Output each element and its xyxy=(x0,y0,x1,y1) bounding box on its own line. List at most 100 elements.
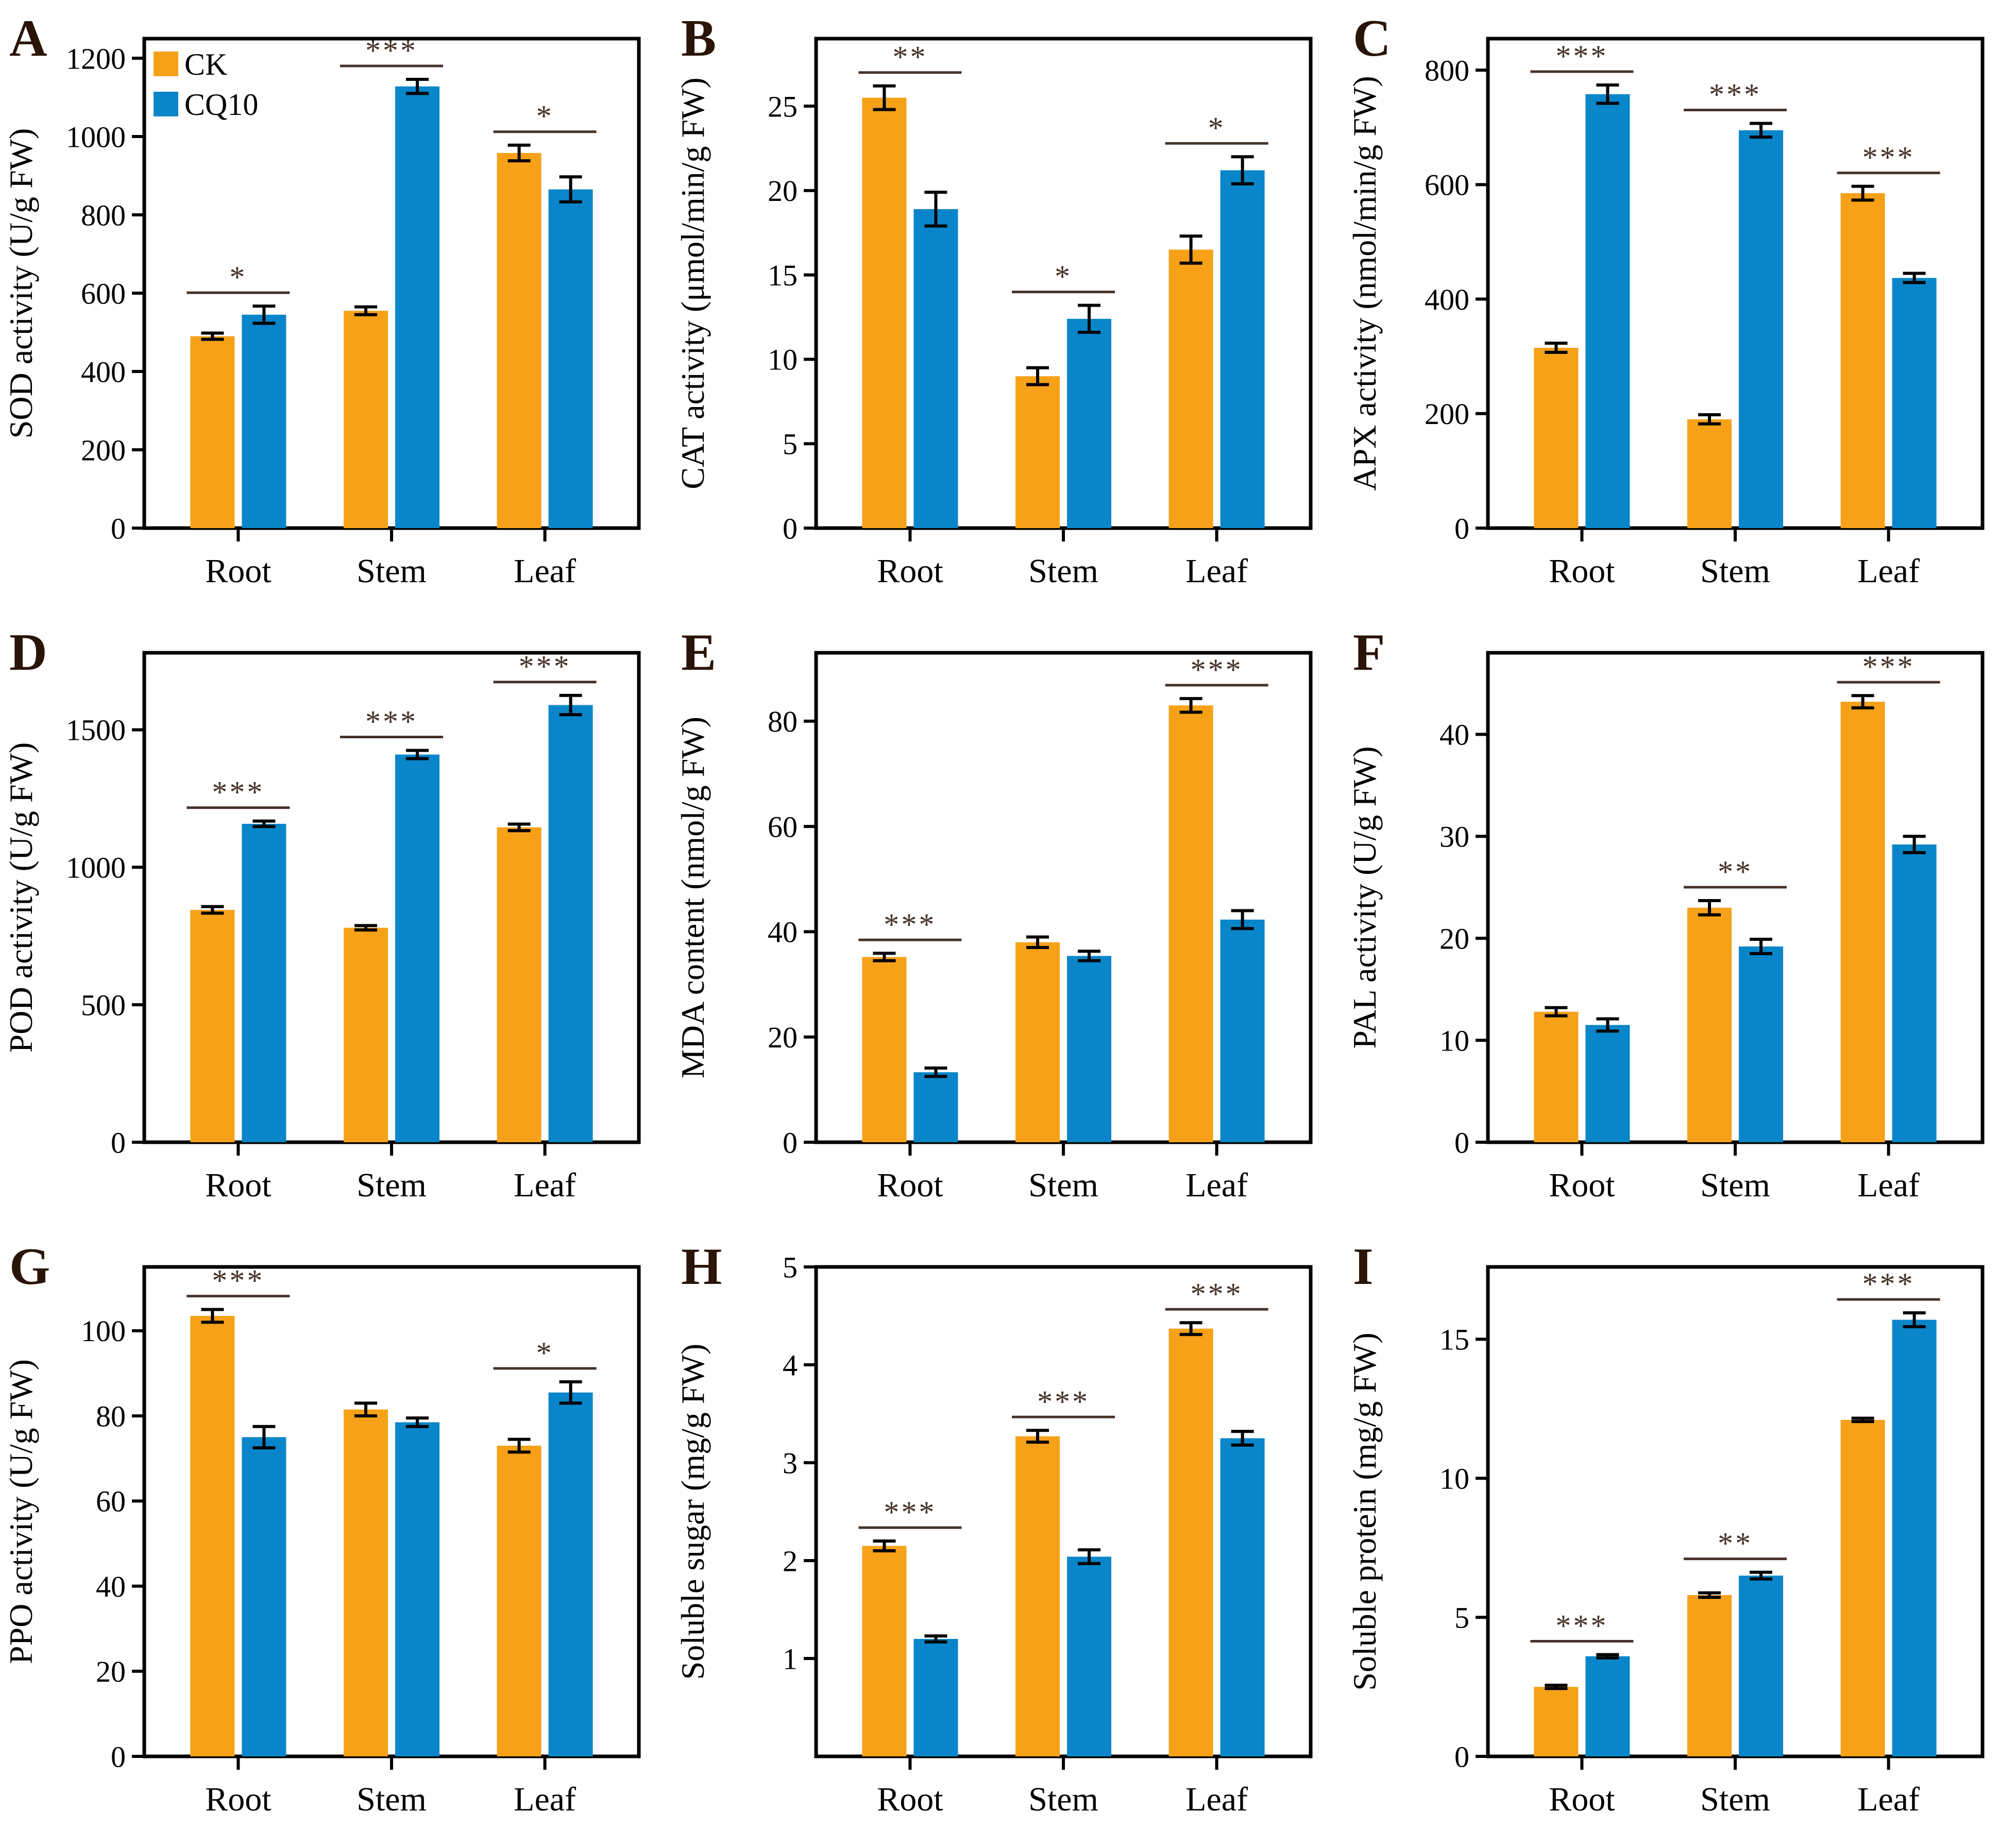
panel-letter: B xyxy=(681,9,716,67)
legend-swatch-cq10 xyxy=(154,92,178,116)
sig-stars-root: *** xyxy=(1555,1609,1608,1643)
sig-stars-leaf: * xyxy=(1208,111,1226,145)
bar-ck-stem xyxy=(1015,376,1060,528)
sig-stars-leaf: *** xyxy=(519,650,571,684)
y-tick-label: 100 xyxy=(81,1314,126,1348)
x-tick-label-stem: Stem xyxy=(1028,552,1098,590)
bar-cq10-stem xyxy=(1067,318,1111,528)
error-bar-ck-stem xyxy=(1026,366,1049,386)
group-root: Root *** xyxy=(1530,39,1634,590)
bar-ck-root xyxy=(862,957,907,1142)
group-leaf: Leaf *** xyxy=(1165,653,1268,1204)
error-bar-cq10-stem xyxy=(1078,950,1100,962)
bar-cq10-stem xyxy=(1739,1576,1783,1756)
error-bar-ck-leaf xyxy=(507,143,531,163)
group-stem: Stem * xyxy=(1012,260,1115,590)
y-tick-label: 20 xyxy=(768,1021,798,1054)
legend-swatch-ck xyxy=(154,52,178,76)
error-bar-cq10-stem xyxy=(406,1416,429,1428)
bar-ck-root xyxy=(1534,1011,1579,1142)
y-tick-label: 1500 xyxy=(66,714,126,747)
panel-I: I Soluble protein (mg/g FW) 0 5 10 15 Root *** S… xyxy=(1344,1228,2015,1842)
error-bar-ck-leaf xyxy=(1179,234,1202,265)
error-bar-cq10-root xyxy=(924,1634,947,1644)
group-leaf: Leaf *** xyxy=(1837,141,1940,590)
error-bar-ck-root xyxy=(201,331,224,341)
bar-ck-root xyxy=(862,97,907,529)
y-tick-label: 15 xyxy=(1439,1323,1469,1357)
bar-ck-stem xyxy=(1687,1595,1732,1756)
error-bar-ck-leaf xyxy=(1851,184,1874,202)
bar-ck-stem xyxy=(1687,907,1732,1142)
bar-cq10-leaf xyxy=(1892,278,1937,528)
y-tick-label: 15 xyxy=(768,259,798,292)
bar-ck-root xyxy=(862,1546,907,1756)
bar-ck-stem xyxy=(1015,1436,1060,1756)
x-tick-label-root: Root xyxy=(1549,552,1615,590)
y-tick-label: 400 xyxy=(81,355,126,388)
error-bar-cq10-stem xyxy=(1750,1570,1772,1581)
panel-letter: H xyxy=(681,1238,722,1296)
sig-stars-leaf: *** xyxy=(1191,1277,1243,1311)
legend: CK CQ10 xyxy=(154,47,258,122)
bar-cq10-root xyxy=(1585,1025,1630,1142)
bar-cq10-leaf xyxy=(548,705,593,1142)
y-tick-label: 20 xyxy=(96,1655,126,1688)
sig-stars-leaf: *** xyxy=(1862,1267,1915,1301)
x-tick-label-root: Root xyxy=(205,552,271,590)
bar-ck-leaf xyxy=(1168,705,1213,1142)
panel-E-chart: E MDA content (nmol/g FW) 0 20 40 60 80 Root ***… xyxy=(674,623,1313,1204)
x-tick-label-stem: Stem xyxy=(357,1166,427,1204)
panel-letter: D xyxy=(9,623,47,682)
y-tick-label: 10 xyxy=(768,343,798,377)
x-tick-label-stem: Stem xyxy=(1028,1781,1098,1818)
sig-stars-leaf: * xyxy=(536,99,554,133)
bar-ck-stem xyxy=(1687,419,1732,528)
group-stem: Stem *** xyxy=(1684,77,1787,590)
y-tick-label: 0 xyxy=(1454,512,1469,545)
bar-cq10-root xyxy=(1585,1656,1630,1756)
sig-stars-stem: * xyxy=(1055,260,1072,294)
error-bar-ck-stem xyxy=(1026,1429,1049,1444)
y-tick-label: 10 xyxy=(1439,1462,1469,1496)
panel-letter: C xyxy=(1353,9,1391,67)
panel-A: A SOD activity (U/g FW) 0 200 400 600 800 1000 1… xyxy=(0,0,672,614)
bar-cq10-stem xyxy=(1739,946,1783,1142)
bar-ck-root xyxy=(1534,348,1579,528)
y-tick-label: 0 xyxy=(111,1740,126,1773)
y-tick-label: 0 xyxy=(111,1126,126,1159)
group-stem: Stem *** xyxy=(340,33,443,590)
group-leaf: Leaf *** xyxy=(1837,1267,1940,1818)
error-bar-ck-stem xyxy=(354,305,377,316)
sig-stars-leaf: *** xyxy=(1862,650,1915,684)
bar-ck-stem xyxy=(1015,942,1060,1142)
x-tick-label-leaf: Leaf xyxy=(514,1166,576,1204)
bar-cq10-root xyxy=(913,1639,958,1756)
error-bar-cq10-root xyxy=(252,1425,276,1450)
error-bar-cq10-root xyxy=(252,304,276,325)
group-root: Root *** xyxy=(187,1264,290,1818)
x-tick-label-leaf: Leaf xyxy=(514,552,576,590)
bar-ck-root xyxy=(190,336,235,528)
y-tick-label: 200 xyxy=(1425,397,1469,431)
bar-cq10-leaf xyxy=(1220,1438,1265,1756)
error-bar-ck-root xyxy=(1545,1683,1568,1690)
error-bar-ck-leaf xyxy=(1851,694,1874,709)
group-leaf: Leaf * xyxy=(493,99,597,590)
bar-ck-leaf xyxy=(497,1445,541,1756)
error-bar-cq10-leaf xyxy=(559,1380,582,1405)
panel-F: F PAL activity (U/g FW) 0 10 20 30 40 Root Stem *… xyxy=(1344,614,2015,1228)
y-tick-label: 4 xyxy=(783,1348,798,1382)
bar-ck-leaf xyxy=(1840,193,1885,528)
sig-stars-stem: ** xyxy=(1718,1527,1753,1561)
error-bar-ck-root xyxy=(1545,1006,1568,1018)
bar-ck-leaf xyxy=(497,153,541,528)
bar-ck-stem xyxy=(344,311,388,528)
panel-I-chart: I Soluble protein (mg/g FW) 0 5 10 15 Root *** S… xyxy=(1346,1238,1985,1818)
error-bar-ck-root xyxy=(201,905,224,915)
x-tick-label-stem: Stem xyxy=(1700,1781,1770,1818)
panel-G: G PPO activity (U/g FW) 0 20 40 60 80 100 Root **… xyxy=(0,1228,672,1842)
error-bar-ck-leaf xyxy=(1179,1321,1202,1336)
y-tick-label: 1200 xyxy=(66,42,126,75)
